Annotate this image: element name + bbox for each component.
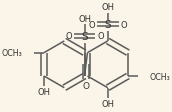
Text: OH: OH bbox=[101, 99, 114, 108]
Text: O: O bbox=[89, 21, 95, 29]
Text: OH: OH bbox=[37, 88, 51, 97]
Text: O: O bbox=[120, 21, 127, 29]
Text: OCH₃: OCH₃ bbox=[150, 72, 170, 81]
Text: OH: OH bbox=[78, 15, 91, 24]
Text: OCH₃: OCH₃ bbox=[2, 49, 22, 58]
Text: OH: OH bbox=[101, 3, 114, 12]
Text: O: O bbox=[83, 81, 89, 90]
Text: S: S bbox=[81, 32, 88, 42]
Text: O: O bbox=[65, 32, 72, 41]
Text: O: O bbox=[97, 32, 104, 41]
Text: S: S bbox=[104, 20, 111, 30]
